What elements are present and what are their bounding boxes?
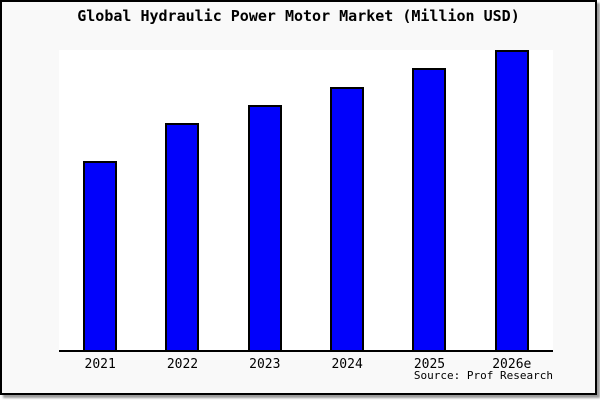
x-tick-label-2026e: 2026e	[492, 357, 532, 372]
bar-2023	[247, 105, 282, 350]
bar-slot-2023: 2023	[224, 50, 306, 372]
bar-2026e	[494, 49, 529, 350]
bar-slot-2026e: 2026e	[471, 49, 553, 372]
bar-slot-2024: 2024	[306, 50, 388, 372]
bar-2025	[412, 67, 447, 350]
bars-container: 2021 2022 2023 2024 2025 2026e	[59, 49, 553, 372]
x-tick-label-2025: 2025	[413, 357, 446, 372]
bar-2021	[83, 160, 118, 350]
bar-2022	[165, 123, 200, 350]
plot-area: 2021 2022 2023 2024 2025 2026e	[59, 49, 553, 372]
x-tick-label-2024: 2024	[331, 357, 363, 372]
x-tick-label-2021: 2021	[84, 357, 116, 372]
x-tick-label-2023: 2023	[249, 357, 281, 372]
bar-slot-2025: 2025	[388, 50, 470, 372]
x-tick-label-2022: 2022	[166, 357, 199, 372]
chart-title: Global Hydraulic Power Motor Market (Mil…	[77, 7, 520, 25]
bar-2024	[330, 87, 365, 350]
source-text: Source: Prof Research	[413, 369, 553, 382]
bar-slot-2021: 2021	[59, 50, 141, 372]
bar-slot-2022: 2022	[141, 50, 223, 372]
